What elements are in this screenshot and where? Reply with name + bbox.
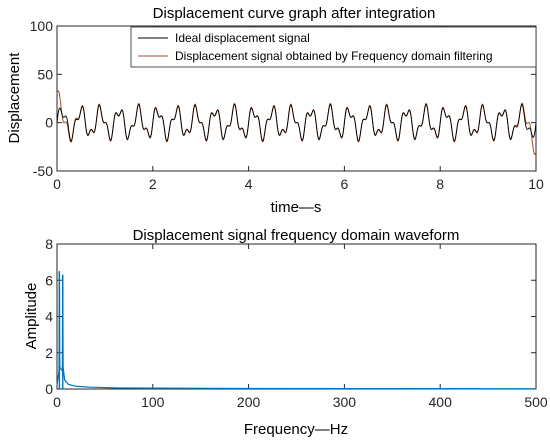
legend-box — [130, 26, 537, 68]
legend-label-filtered: Displacement signal obtained by Frequenc… — [175, 49, 493, 63]
frequency-x-axis-label: Frequency—Hz — [244, 421, 348, 438]
displacement-y-axis-label: Displacement — [6, 52, 23, 144]
series-line-ideal — [56, 103, 537, 142]
top-xtick-label: 0 — [53, 176, 61, 192]
frequency-chart: Displacement signal frequency domain wav… — [23, 227, 548, 438]
bot-xtick-label: 100 — [141, 394, 165, 410]
top-ytick-label: 50 — [37, 66, 53, 82]
bot-xtick-label: 200 — [237, 394, 261, 410]
legend-label-ideal: Ideal displacement signal — [175, 31, 310, 45]
bot-ytick-label: 2 — [45, 345, 53, 361]
bot-xtick-label: 400 — [429, 394, 453, 410]
top-xtick-label: 8 — [436, 176, 444, 192]
frequency-y-axis-label: Amplitude — [23, 283, 40, 350]
frequency-chart-title: Displacement signal frequency domain wav… — [133, 227, 460, 244]
bot-xtick-label: 0 — [53, 394, 61, 410]
bot-ytick-label: 4 — [45, 309, 53, 325]
top-xtick-label: 10 — [528, 176, 544, 192]
legend: Ideal displacement signal Displacement s… — [130, 26, 537, 68]
bot-ytick-label: 8 — [45, 236, 53, 252]
bot-ytick-label: 0 — [45, 381, 53, 397]
displacement-chart-title: Displacement curve graph after integrati… — [153, 5, 436, 22]
top-ytick-label: 0 — [45, 115, 53, 131]
top-xtick-label: 2 — [149, 176, 157, 192]
top-xtick-label: 6 — [341, 176, 349, 192]
top-xtick-label: 4 — [245, 176, 253, 192]
top-ytick-label: 100 — [30, 18, 54, 34]
top-ytick-label: -50 — [33, 163, 53, 179]
displacement-chart: Displacement curve graph after integrati… — [6, 5, 544, 216]
bot-xtick-label: 500 — [524, 394, 548, 410]
frequency-plot-area — [56, 243, 537, 390]
bot-ytick-label: 6 — [45, 272, 53, 288]
displacement-x-axis-label: time—s — [271, 199, 322, 216]
bot-xtick-label: 300 — [333, 394, 357, 410]
